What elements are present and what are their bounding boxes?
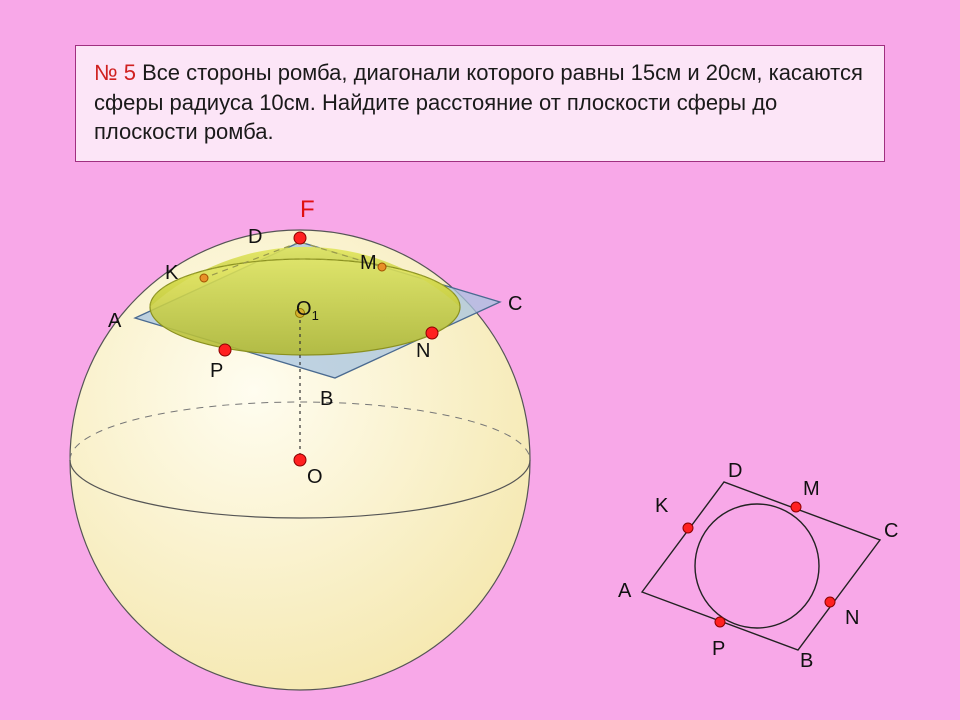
dot-O (294, 454, 306, 466)
label-D: D (248, 226, 262, 249)
dot-K (200, 274, 208, 282)
dot-P (219, 344, 231, 356)
label2-D: D (728, 460, 742, 483)
label2-A: A (618, 580, 631, 603)
label2-N: N (845, 607, 859, 630)
problem-card: № 5 Все стороны ромба, диагонали которог… (75, 45, 885, 162)
dot-F (294, 232, 306, 244)
equator-back (70, 402, 530, 460)
problem-number: № 5 (94, 60, 136, 85)
label2-M: M (803, 478, 820, 501)
label-O1: O1 (296, 298, 319, 323)
label-M: M (360, 252, 377, 275)
label2-K: K (655, 495, 668, 518)
problem-text: Все стороны ромба, диагонали которого ра… (94, 60, 863, 144)
dot-M (378, 263, 386, 271)
label-F: F (300, 196, 315, 224)
label-K: K (165, 262, 178, 285)
label-N: N (416, 340, 430, 363)
label-B: B (320, 388, 333, 411)
label-A: A (108, 310, 121, 333)
label-C: C (508, 293, 522, 316)
label-P: P (210, 360, 223, 383)
label-O: O (307, 466, 323, 489)
label2-P: P (712, 638, 725, 661)
dot-N (426, 327, 438, 339)
label2-C: C (884, 520, 898, 543)
equator-front (70, 460, 530, 518)
label2-B: B (800, 650, 813, 673)
